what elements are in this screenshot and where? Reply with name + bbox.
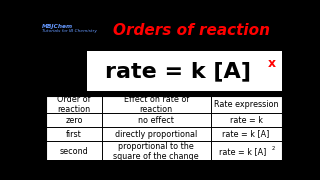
Text: zero: zero <box>65 116 83 125</box>
Text: second: second <box>60 147 88 156</box>
Text: directly proportional: directly proportional <box>115 130 197 139</box>
Text: rate = k [A]: rate = k [A] <box>105 61 251 81</box>
Text: rate = k [A]: rate = k [A] <box>222 130 270 139</box>
Text: rate = k [A]: rate = k [A] <box>219 147 266 156</box>
Text: no effect: no effect <box>138 116 174 125</box>
Text: Rate expression: Rate expression <box>214 100 278 109</box>
Text: MBJChem: MBJChem <box>42 24 74 29</box>
Text: first: first <box>66 130 82 139</box>
Text: Orders of reaction: Orders of reaction <box>113 23 270 38</box>
Text: 2: 2 <box>272 146 275 151</box>
FancyBboxPatch shape <box>46 96 282 163</box>
Text: proportional to the
square of the change: proportional to the square of the change <box>113 142 199 161</box>
Text: Tutorials for IB Chemistry: Tutorials for IB Chemistry <box>42 28 97 33</box>
Text: Order of
reaction: Order of reaction <box>57 95 91 114</box>
Text: rate = k: rate = k <box>230 116 263 125</box>
Text: Effect on rate of
reaction: Effect on rate of reaction <box>124 95 189 114</box>
Text: x: x <box>268 57 276 70</box>
FancyBboxPatch shape <box>86 51 282 91</box>
